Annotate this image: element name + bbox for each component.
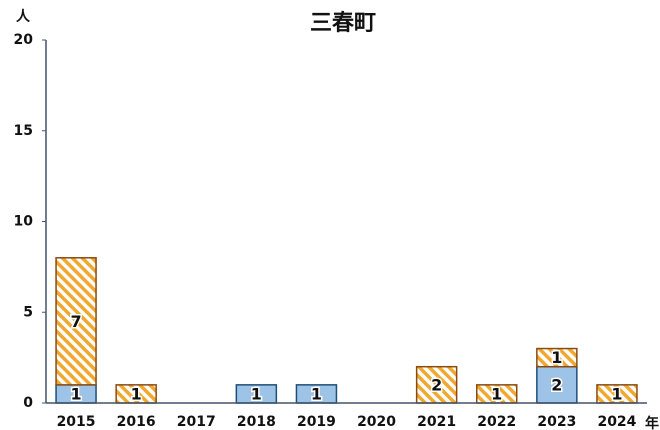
data-label: 1: [251, 384, 262, 403]
x-tick-label: 2022: [477, 414, 516, 430]
x-unit: 年: [645, 415, 659, 430]
bar-segment: [536, 347, 578, 368]
x-tick-label: 2019: [297, 414, 336, 430]
data-label: 1: [611, 384, 622, 403]
data-label: 1: [491, 384, 502, 403]
chart-title: 三春町: [310, 11, 376, 36]
x-tick-label: 2020: [357, 414, 396, 430]
data-label: 1: [131, 384, 142, 403]
data-label: 1: [311, 384, 322, 403]
bar-segment: [55, 257, 97, 386]
x-tick-label: 2021: [417, 414, 456, 430]
x-tick-label: 2016: [117, 414, 156, 430]
data-label: 7: [70, 312, 81, 331]
x-tick-label: 2024: [597, 414, 636, 430]
x-tick-label: 2023: [537, 414, 576, 430]
data-label: 2: [551, 375, 562, 394]
y-tick-label: 20: [14, 32, 34, 48]
bar-segment: [536, 365, 578, 404]
y-unit: 人: [16, 8, 31, 25]
x-tick-label: 2018: [237, 414, 276, 430]
data-label: 1: [551, 348, 562, 367]
x-tick-label: 2015: [57, 414, 96, 430]
y-tick-label: 10: [14, 214, 34, 230]
y-tick-label: 15: [14, 123, 33, 139]
y-tick-label: 5: [23, 304, 33, 320]
x-tick-label: 2017: [177, 414, 216, 430]
bar-segment: [415, 365, 458, 404]
y-tick-label: 0: [23, 395, 33, 411]
data-label: 2: [431, 375, 442, 394]
data-label: 1: [70, 384, 81, 403]
